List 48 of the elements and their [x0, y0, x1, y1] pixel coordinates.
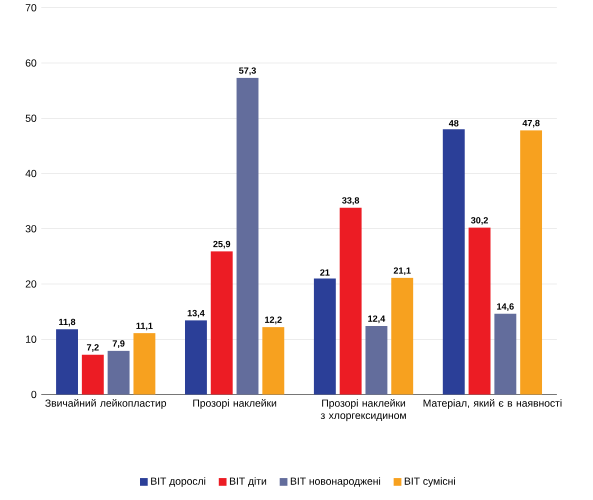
- y-tick-label: 60: [26, 59, 36, 67]
- bar: [391, 278, 414, 394]
- data-label: 7,9: [112, 340, 125, 348]
- data-label: 48: [448, 120, 459, 126]
- x-tick-label: Прозорі наклейки з хлоргексидином: [320, 398, 406, 421]
- bar: [365, 326, 388, 394]
- x-tick-label: Звичайний лейкопластир: [45, 398, 166, 409]
- data-label: 30,2: [470, 217, 488, 225]
- data-label: 47,8: [522, 120, 540, 128]
- y-tick-label: 10: [26, 335, 36, 343]
- y-tick-label: 20: [26, 280, 36, 288]
- y-tick-label: 40: [25, 170, 36, 178]
- data-label: 25,9: [213, 240, 230, 248]
- data-label: 7,2: [86, 344, 99, 352]
- data-label: 57,3: [239, 67, 256, 75]
- data-label: 21: [320, 269, 330, 276]
- bar: [108, 350, 130, 394]
- data-label: 14,6: [497, 303, 514, 311]
- y-tick-label: 30: [26, 225, 36, 232]
- data-label: 21,1: [394, 267, 411, 275]
- bar: [314, 278, 336, 394]
- y-tick-label: 50: [26, 114, 36, 122]
- data-label: 12,4: [368, 315, 386, 324]
- data-label: 11,1: [136, 322, 153, 330]
- x-tick-label: Матеріал, який є в наявності: [424, 398, 562, 409]
- data-label: 13,4: [188, 310, 205, 318]
- data-label: 12,2: [265, 316, 282, 324]
- bar: [236, 78, 258, 394]
- bar: [56, 329, 78, 394]
- legend-label: ВІТ діти: [230, 477, 266, 487]
- bar: [442, 129, 465, 394]
- bar: [210, 251, 233, 394]
- bar: [133, 333, 156, 394]
- legend-label: ВІТ сумісні: [404, 477, 455, 487]
- y-tick-label: 70: [26, 4, 36, 12]
- x-tick-label: Прозорі наклейки: [193, 398, 276, 409]
- bar: [184, 320, 207, 394]
- bar: [494, 314, 516, 394]
- bar: [520, 130, 542, 394]
- bar: [262, 326, 284, 394]
- bar: [468, 228, 491, 394]
- bar: [340, 208, 362, 394]
- y-tick-label: 0: [31, 390, 36, 398]
- bar: [82, 354, 104, 394]
- legend-label: ВІТ дорослі: [151, 477, 206, 487]
- legend-label: ВІТ новонароджені: [290, 477, 380, 487]
- data-label: 11,8: [59, 318, 76, 326]
- data-label: 33,8: [342, 197, 360, 205]
